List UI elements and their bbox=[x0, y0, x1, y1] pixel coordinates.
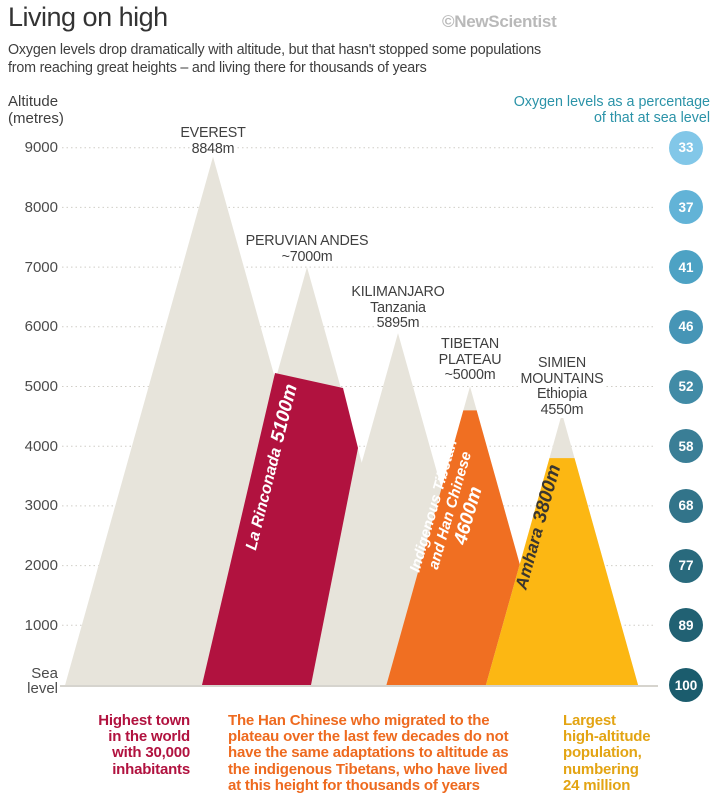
oxygen-axis-title-line1: Oxygen levels as a percentage bbox=[513, 94, 710, 110]
note-line: inhabitants bbox=[112, 760, 190, 778]
note-line: at this height for thousands of years bbox=[228, 776, 480, 794]
note-line: in the world bbox=[108, 728, 190, 746]
mountain-label-tibetan-plateau: TIBETAN PLATEAU ~5000m bbox=[436, 336, 504, 384]
note-line: numbering bbox=[563, 760, 639, 778]
oxygen-axis-title-line2: of that at sea level bbox=[593, 110, 710, 126]
mountain-label-simien-mountains: SIMIEN MOUNTAINS Ethiopia 4550m bbox=[518, 355, 606, 418]
oxygen-circle-46: 46 bbox=[669, 309, 703, 344]
altitude-tick-7000: 7000 bbox=[24, 258, 58, 276]
altitude-axis-title-line2: (metres) bbox=[8, 110, 64, 127]
altitude-axis-title-line1: Altitude bbox=[8, 93, 59, 110]
note-line: have the same adaptations to altitude as bbox=[228, 744, 509, 762]
mountain-label-everest: EVEREST 8848m bbox=[178, 125, 248, 157]
oxygen-circle-41: 41 bbox=[669, 250, 703, 285]
note-line: Highest town bbox=[98, 712, 190, 729]
altitude-tick-8000: 8000 bbox=[24, 198, 58, 216]
la-rinconada-band bbox=[202, 373, 358, 685]
oxygen-circle-37: 37 bbox=[669, 190, 703, 225]
oxygen-circle-77: 77 bbox=[669, 548, 703, 583]
note-line: plateau over the last few decades do not bbox=[228, 728, 509, 746]
oxygen-circle-58: 58 bbox=[669, 429, 703, 464]
altitude-tick-4000: 4000 bbox=[24, 437, 58, 455]
note-han-chinese: The Han Chinese who migrated to the plate… bbox=[228, 712, 528, 794]
subtitle-line1: Oxygen levels drop dramatically with alt… bbox=[8, 42, 541, 58]
page-title: Living on high bbox=[8, 2, 168, 32]
altitude-tick-6000: 6000 bbox=[24, 318, 58, 336]
altitude-tick-sea-level: Sea level bbox=[27, 665, 58, 697]
oxygen-circle-33: 33 bbox=[669, 130, 703, 165]
amhara-band bbox=[485, 458, 639, 685]
altitude-tick-1000: 1000 bbox=[24, 616, 58, 634]
note-line: the indigenous Tibetans, who have lived bbox=[228, 760, 508, 778]
mountain-label-kilimanjaro: KILIMANJARO Tanzania 5895m bbox=[349, 284, 447, 332]
subtitle: Oxygen levels drop dramatically with alt… bbox=[8, 41, 541, 77]
note-line: 24 million bbox=[563, 776, 631, 794]
note-line: Largest bbox=[563, 712, 616, 729]
altitude-axis-title: Altitude (metres) bbox=[8, 93, 64, 127]
note-line: high-altitude bbox=[563, 728, 651, 746]
altitude-tick-2000: 2000 bbox=[24, 557, 58, 575]
altitude-tick-5000: 5000 bbox=[24, 378, 58, 395]
oxygen-circle-52: 52 bbox=[669, 369, 703, 404]
oxygen-circle-68: 68 bbox=[669, 488, 703, 523]
note-line: with 30,000 bbox=[112, 744, 190, 762]
subtitle-line2: from reaching great heights – and living… bbox=[8, 60, 427, 76]
altitude-tick-3000: 3000 bbox=[24, 497, 58, 515]
altitude-tick-9000: 9000 bbox=[24, 139, 58, 157]
oxygen-circle-100: 100 bbox=[669, 668, 703, 702]
copyright-credit: ©NewScientist bbox=[442, 12, 557, 31]
note-la-rinconada: Highest town in the world with 30,000 inhab… bbox=[58, 712, 190, 778]
note-amhara: Largest high-altitude population, numbering… bbox=[563, 712, 712, 794]
oxygen-circle-89: 89 bbox=[669, 608, 703, 643]
mountain-label-peruvian-andes: PERUVIAN ANDES ~7000m bbox=[243, 233, 371, 265]
note-line: population, bbox=[563, 744, 642, 762]
note-line: The Han Chinese who migrated to the bbox=[228, 712, 490, 729]
oxygen-axis-title: Oxygen levels as a percentage of that at… bbox=[470, 94, 710, 126]
